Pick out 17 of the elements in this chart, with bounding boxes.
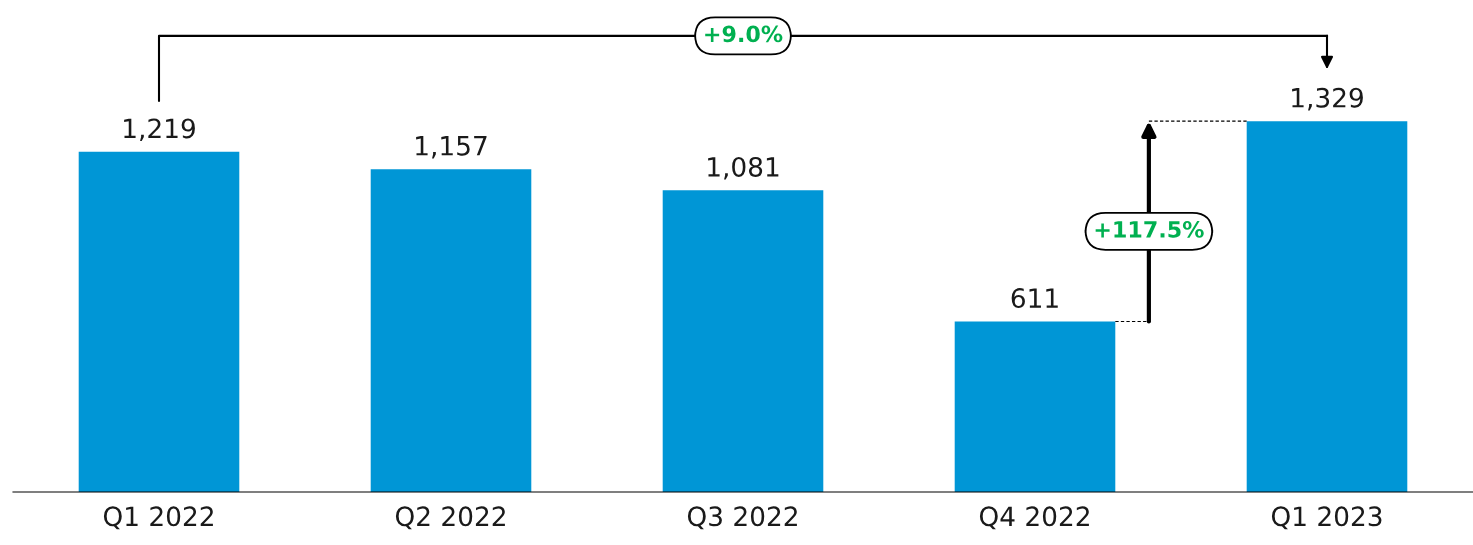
bar [1246,121,1408,492]
x-tick-label: Q2 2022 [395,506,505,530]
x-tick-label: Q1 2023 [1271,506,1382,530]
bar [78,151,240,492]
x-tick-label: Q4 2022 [979,506,1089,530]
bar [954,321,1116,492]
x-tick-label: Q3 2022 [687,506,797,530]
data-label: 1,081 [708,156,779,180]
text: +9.0% [705,25,783,43]
data-label: 611 [1011,288,1058,309]
bar [662,190,824,492]
annotation: +117.5% [1095,220,1204,238]
bar [370,169,532,492]
x-tick-label: Q1 2022 [103,506,213,530]
data-label: 1,157 [416,136,487,159]
data-label: 1,329 [1292,87,1363,111]
data-label: 1,219 [124,118,195,142]
